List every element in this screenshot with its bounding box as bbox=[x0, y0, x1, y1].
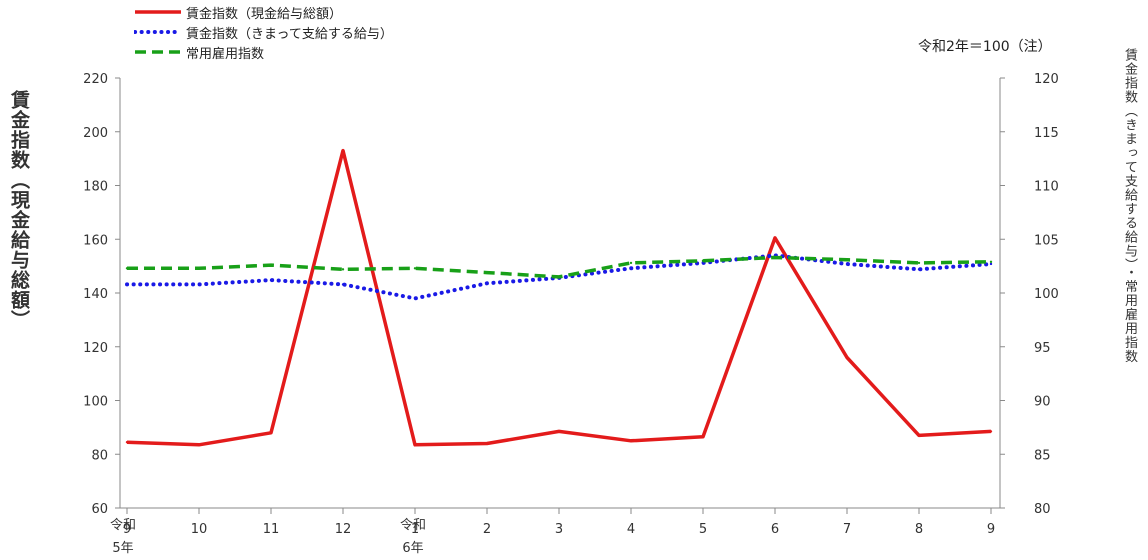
series-2-point bbox=[485, 271, 489, 274]
series-2-point bbox=[701, 259, 705, 262]
right-tick-label: 90 bbox=[1034, 395, 1051, 410]
series-1-point bbox=[125, 283, 129, 286]
series-1-point bbox=[629, 267, 633, 270]
right-tick-label: 80 bbox=[1034, 502, 1051, 517]
right-tick-label: 110 bbox=[1034, 180, 1059, 195]
left-tick-label: 60 bbox=[91, 502, 108, 517]
era-label-mid-line2: 6年 bbox=[402, 541, 424, 556]
series-2-point bbox=[413, 267, 417, 270]
era-label-start: 令和 5年 bbox=[110, 514, 136, 560]
legend: 賃金指数（現金給与総額） 賃金指数（きまって支給する給与） 常用雇用指数 bbox=[134, 2, 393, 62]
series-2-point bbox=[917, 261, 921, 265]
series-1-point bbox=[917, 268, 921, 271]
x-tick-label: 3 bbox=[555, 522, 563, 537]
legend-label-regular-wage: 賃金指数（きまって支給する給与） bbox=[186, 26, 393, 42]
series-0-point bbox=[413, 443, 417, 447]
series-1-point bbox=[413, 297, 417, 300]
legend-label-employment: 常用雇用指数 bbox=[186, 46, 265, 62]
series-1-point bbox=[989, 262, 993, 266]
left-tick-label: 140 bbox=[83, 287, 108, 302]
x-tick-label: 5 bbox=[699, 522, 707, 537]
x-tick-label: 11 bbox=[263, 522, 280, 537]
series-0-point bbox=[989, 430, 993, 433]
left-tick-label: 160 bbox=[83, 233, 108, 248]
left-tick-label: 100 bbox=[83, 395, 108, 410]
series-1-point bbox=[485, 282, 489, 285]
series-1-point bbox=[197, 283, 201, 286]
legend-swatch-solid-red bbox=[135, 10, 181, 14]
right-tick-label: 95 bbox=[1034, 341, 1051, 356]
x-tick-label: 6 bbox=[771, 522, 779, 537]
left-axis-label: 賃金指数（現金給与総額） bbox=[8, 90, 30, 330]
left-tick-label: 120 bbox=[83, 341, 108, 356]
series-0-point bbox=[485, 442, 489, 445]
right-tick-label: 85 bbox=[1034, 448, 1051, 463]
series-0-point bbox=[629, 439, 633, 443]
x-tick-label: 12 bbox=[335, 522, 352, 537]
series-0-point bbox=[917, 434, 921, 437]
series-0-point bbox=[269, 431, 273, 434]
series-0-point bbox=[845, 356, 849, 359]
left-tick-label: 200 bbox=[83, 126, 108, 141]
series-0-point bbox=[773, 236, 777, 240]
era-label-start-line1: 令和 bbox=[110, 518, 137, 533]
series-1-point bbox=[845, 262, 849, 266]
series-line-2 bbox=[127, 255, 992, 279]
legend-item-regular-wage: 賃金指数（きまって支給する給与） bbox=[134, 22, 393, 42]
series-1-point bbox=[341, 283, 345, 286]
left-tick-label: 180 bbox=[83, 180, 108, 195]
series-2-point bbox=[773, 256, 777, 259]
series-line-0 bbox=[126, 148, 992, 447]
series-0-point bbox=[557, 430, 561, 433]
series-2-point bbox=[989, 260, 993, 264]
series-1-point bbox=[269, 278, 273, 282]
x-tick-label: 4 bbox=[627, 522, 635, 537]
x-tick-label: 9 bbox=[987, 522, 995, 537]
series-2-point bbox=[341, 268, 345, 271]
era-label-start-line2: 5年 bbox=[112, 541, 134, 556]
right-axis-label: 賃金指数（きまって支給する給与）・常用雇用指数 bbox=[1122, 48, 1137, 364]
right-tick-label: 120 bbox=[1034, 72, 1059, 87]
series-2-point bbox=[629, 261, 633, 265]
legend-label-total-wage: 賃金指数（現金給与総額） bbox=[186, 6, 343, 22]
series-2-point bbox=[845, 258, 849, 261]
legend-item-total-wage: 賃金指数（現金給与総額） bbox=[134, 2, 393, 22]
x-tick-label: 9 bbox=[123, 522, 131, 537]
x-tick-label: 8 bbox=[915, 522, 923, 537]
series-2-point bbox=[557, 275, 561, 279]
series-0-point bbox=[701, 435, 705, 438]
right-tick-label: 105 bbox=[1034, 233, 1059, 248]
x-tick-label: 2 bbox=[483, 522, 491, 537]
base-year-note: 令和2年＝100（注） bbox=[918, 39, 1052, 55]
left-tick-label: 220 bbox=[83, 72, 108, 87]
x-tick-label: 10 bbox=[191, 522, 208, 537]
series-0-point bbox=[125, 440, 129, 444]
legend-swatch-dashed-green bbox=[135, 50, 181, 54]
series-2-point bbox=[197, 267, 201, 270]
series-2-point bbox=[269, 263, 273, 267]
era-label-mid-line1: 令和 bbox=[400, 518, 427, 533]
series-0-point bbox=[341, 149, 345, 152]
right-tick-label: 115 bbox=[1034, 126, 1059, 141]
series-2-point bbox=[125, 267, 129, 270]
series-0-point bbox=[197, 443, 201, 447]
x-tick-label: 1 bbox=[411, 522, 419, 537]
right-tick-label: 100 bbox=[1034, 287, 1059, 302]
legend-item-employment: 常用雇用指数 bbox=[134, 42, 393, 62]
left-tick-label: 80 bbox=[91, 448, 108, 463]
legend-swatch-dotted-blue bbox=[134, 30, 182, 34]
era-label-mid: 令和 6年 bbox=[400, 514, 426, 560]
x-tick-label: 7 bbox=[843, 522, 851, 537]
